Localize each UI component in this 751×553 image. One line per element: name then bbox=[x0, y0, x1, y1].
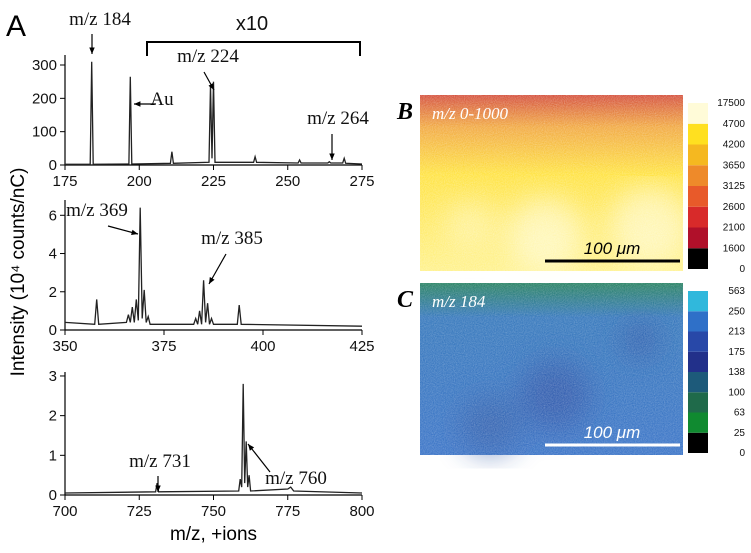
colorbar-label: 250 bbox=[728, 306, 745, 317]
scale-bar-label: 100 μm bbox=[584, 423, 641, 442]
annotation: m/z 184 bbox=[69, 9, 131, 30]
x-tick-label: 425 bbox=[349, 338, 374, 355]
colorbar-label: 4200 bbox=[723, 140, 746, 151]
y-tick-label: 4 bbox=[49, 246, 57, 263]
colorbar-label: 4700 bbox=[723, 119, 746, 130]
colorbar-label: 1600 bbox=[723, 243, 746, 254]
y-tick-label: 200 bbox=[32, 90, 57, 107]
x-tick-label: 200 bbox=[127, 173, 152, 190]
colorbar-label: 0 bbox=[739, 264, 745, 275]
colorbar-band bbox=[688, 186, 708, 207]
x-tick-label: 250 bbox=[275, 173, 300, 190]
colorbar-band bbox=[688, 392, 708, 413]
colorbar-band bbox=[688, 206, 708, 228]
y-tick-label: 0 bbox=[49, 157, 57, 174]
arrow-head bbox=[209, 277, 215, 284]
arrow-head bbox=[131, 229, 138, 235]
y-axis-label: Intensity (10⁴ counts/nC) bbox=[8, 168, 29, 377]
y-tick-label: 3 bbox=[49, 368, 57, 385]
colorbar-band bbox=[688, 311, 708, 332]
colorbar-label: 3125 bbox=[723, 181, 746, 192]
x-tick-label: 725 bbox=[127, 503, 152, 520]
annotation: m/z 385 bbox=[201, 228, 263, 249]
annotation: m/z 760 bbox=[265, 468, 327, 489]
image-title: m/z 0-1000 bbox=[432, 104, 509, 123]
y-tick-label: 0 bbox=[49, 487, 57, 504]
panel-label: B bbox=[396, 99, 413, 125]
y-tick-label: 2 bbox=[49, 408, 57, 425]
colorbar-label: 138 bbox=[728, 367, 745, 378]
arrow-head bbox=[248, 444, 255, 451]
colorbar-label: 563 bbox=[728, 286, 745, 297]
x-tick-label: 750 bbox=[201, 503, 226, 520]
colorbar-band bbox=[688, 123, 708, 145]
y-tick-label: 300 bbox=[32, 57, 57, 74]
arrow-head bbox=[155, 485, 161, 492]
annotation: m/z 369 bbox=[66, 200, 128, 221]
texture bbox=[420, 95, 683, 271]
colorbar-band bbox=[688, 227, 708, 249]
arrow-head bbox=[329, 153, 335, 160]
image-title: m/z 184 bbox=[432, 292, 486, 311]
y-tick-label: 100 bbox=[32, 124, 57, 141]
colorbar-label: 100 bbox=[728, 387, 745, 398]
annotation: m/z 731 bbox=[129, 451, 191, 472]
colorbar-band bbox=[688, 372, 708, 393]
panel-label: A bbox=[6, 10, 26, 43]
x-tick-label: 375 bbox=[151, 338, 176, 355]
x-tick-label: 225 bbox=[201, 173, 226, 190]
colorbar-label: 2600 bbox=[723, 202, 746, 213]
x-tick-label: 175 bbox=[52, 173, 77, 190]
scale-bar-label: 100 μm bbox=[584, 239, 641, 258]
texture bbox=[420, 283, 683, 455]
y-tick-label: 6 bbox=[49, 207, 57, 224]
x-tick-label: 800 bbox=[349, 503, 374, 520]
colorbar-label: 25 bbox=[734, 428, 746, 439]
colorbar-band bbox=[688, 248, 708, 269]
colorbar-band bbox=[688, 351, 708, 372]
arrow-head bbox=[134, 101, 141, 107]
arrow-head bbox=[89, 47, 95, 54]
colorbar-label: 175 bbox=[728, 347, 745, 358]
colorbar-label: 2100 bbox=[723, 223, 746, 234]
colorbar-band bbox=[688, 103, 708, 124]
y-tick-label: 1 bbox=[49, 447, 57, 464]
spectrum bbox=[65, 61, 363, 165]
x-tick-label: 350 bbox=[52, 338, 77, 355]
colorbar-label: 63 bbox=[734, 408, 746, 419]
colorbar-label: 3650 bbox=[723, 160, 746, 171]
arrow-head bbox=[208, 83, 214, 90]
x-axis-label: m/z, +ions bbox=[170, 524, 257, 545]
colorbar-band bbox=[688, 144, 708, 166]
colorbar-label: 17500 bbox=[717, 98, 745, 109]
spectrum bbox=[64, 207, 363, 327]
x-tick-label: 275 bbox=[349, 173, 374, 190]
annotation: m/z 224 bbox=[177, 46, 239, 67]
annotation: m/z 264 bbox=[307, 108, 369, 129]
colorbar-band bbox=[688, 165, 708, 186]
bracket bbox=[146, 41, 361, 56]
y-tick-label: 0 bbox=[49, 322, 57, 339]
x-tick-label: 775 bbox=[275, 503, 300, 520]
colorbar-band bbox=[688, 331, 708, 352]
colorbar-label: 213 bbox=[728, 327, 745, 338]
annotation: x10 bbox=[236, 13, 268, 35]
panel-label: C bbox=[397, 287, 414, 313]
x-tick-label: 400 bbox=[250, 338, 275, 355]
y-tick-label: 2 bbox=[49, 284, 57, 301]
colorbar-band bbox=[688, 412, 708, 433]
x-tick-label: 700 bbox=[52, 503, 77, 520]
colorbar-label: 0 bbox=[739, 448, 745, 459]
colorbar-band bbox=[688, 432, 708, 453]
annotation: Au bbox=[150, 89, 174, 110]
colorbar-band bbox=[688, 291, 708, 312]
